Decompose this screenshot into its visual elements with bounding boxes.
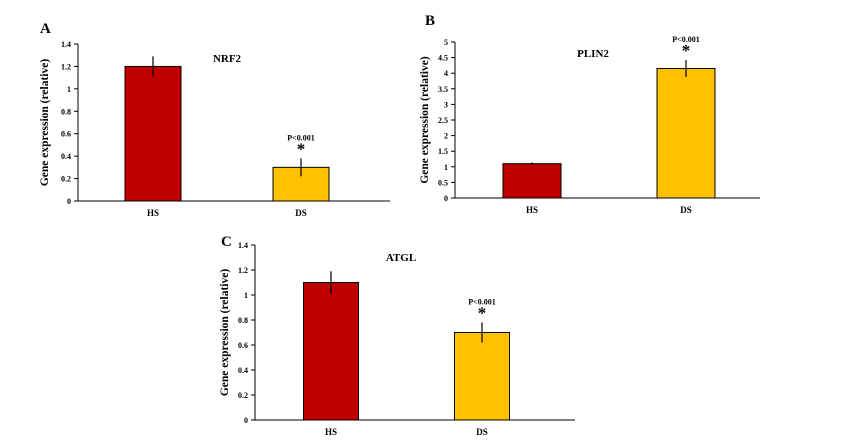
panel-a-bar-hs [124, 65, 182, 202]
panel-b-ytick-label: 0.5 [438, 178, 448, 187]
panel-a-ytick-label: 0.4 [61, 152, 71, 161]
panel-b-ylabel: Gene expression (relative) [419, 56, 431, 183]
panel-b-ytick-label: 0 [444, 194, 448, 203]
panel-a-ytick-label: 0 [67, 197, 71, 206]
panel-c-ytick-label: 1 [244, 291, 248, 300]
panel-a-ytick-label: 0.8 [61, 107, 71, 116]
panel-a-pvalue: P<0.001 [287, 133, 314, 142]
panel-a-ytick-label: 1 [67, 85, 71, 94]
panel-a-ytick-label: 0.2 [61, 175, 71, 184]
panel-b-ytick-label: 2.5 [438, 116, 448, 125]
panel-c-ytick-label: 0.2 [238, 391, 248, 400]
panel-c-ytick-label: 1.2 [238, 266, 248, 275]
panel-b-ytick-label: 2 [444, 132, 448, 141]
panel-b-ytick-label: 1.5 [438, 147, 448, 156]
panel-b-ytick-label: 3 [444, 100, 448, 109]
panel-b-xtick-label: HS [526, 205, 538, 215]
panel-b-bar-ds [656, 68, 716, 199]
panel-b-xtick-label: DS [680, 205, 692, 215]
panel-c-xtick-label: HS [325, 427, 337, 437]
panel-b-pvalue: P<0.001 [672, 35, 699, 44]
panel-a-title: NRF2 [213, 53, 242, 65]
panel-c-ytick-label: 0.4 [238, 366, 248, 375]
panel-c-title: ATGL [386, 252, 416, 264]
panel-a-ylabel: Gene expression (relative) [39, 59, 51, 186]
panel-c-bar-ds [454, 332, 510, 421]
panel-b-ytick-label: 3.5 [438, 85, 448, 94]
panel-c-ylabel: Gene expression (relative) [219, 269, 231, 396]
panel-a-ytick-label: 0.6 [61, 130, 71, 139]
panel-c-ytick-label: 0.6 [238, 341, 248, 350]
panel-c-ytick-label: 0.8 [238, 316, 248, 325]
panel-b-ytick-label: 1 [444, 163, 448, 172]
panel-b-ytick-label: 5 [444, 38, 448, 47]
panel-c-ytick-label: 0 [244, 416, 248, 425]
panel-b-bar-hs [502, 163, 562, 199]
panel-a-significance-star: * [297, 139, 306, 158]
panel-a-xtick-label: HS [147, 208, 159, 218]
panel-b-title: PLIN2 [577, 48, 609, 60]
panel-a-xtick-label: DS [295, 208, 307, 218]
panel-c-significance-star: * [478, 304, 487, 323]
panel-a-ytick-label: 1.2 [61, 62, 71, 71]
panel-b-significance-star: * [682, 41, 691, 60]
panel-b-ytick-label: 4.5 [438, 54, 448, 63]
panel-c-pvalue: P<0.001 [468, 298, 495, 307]
panel-b-ytick-label: 4 [444, 69, 448, 78]
panel-b-letter: B [425, 13, 435, 29]
panel-c-ytick-label: 1.4 [238, 241, 248, 250]
panel-c-bar-hs [303, 282, 359, 421]
panel-a-letter: A [40, 21, 51, 37]
panel-c-letter: C [221, 234, 232, 250]
panel-c-xtick-label: DS [476, 427, 488, 437]
panel-a-ytick-label: 1.4 [61, 40, 71, 49]
